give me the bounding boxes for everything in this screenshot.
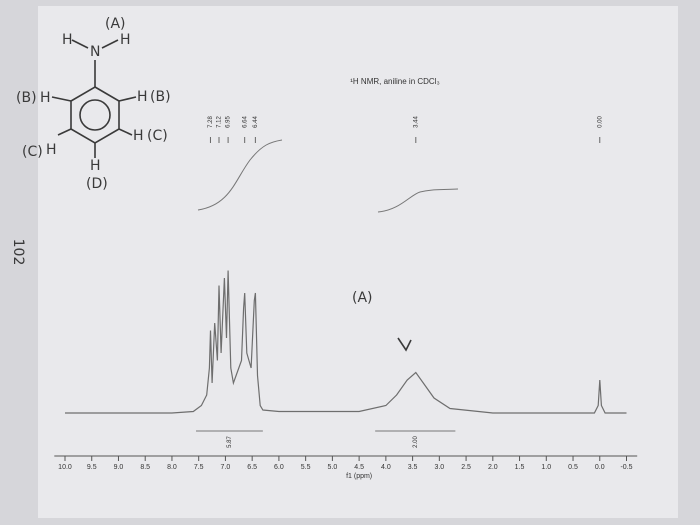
annotation: (C) (147, 128, 168, 144)
x-tick-label: 9.0 (114, 464, 124, 471)
x-tick-label: -0.5 (620, 464, 632, 471)
x-tick-label: 6.5 (247, 464, 257, 471)
peak-label: 6.64 (242, 116, 248, 128)
x-tick-label: 2.5 (461, 464, 471, 471)
annotation: H (137, 89, 148, 105)
annotation: (D) (86, 176, 108, 192)
page-number: 102 (10, 239, 26, 266)
x-tick-label: 4.5 (354, 464, 364, 471)
annotation: (B) (150, 89, 171, 105)
x-tick-label: 7.5 (194, 464, 204, 471)
peak-label: 6.44 (253, 116, 259, 128)
annotation: H (90, 158, 101, 174)
x-tick-label: 1.0 (541, 464, 551, 471)
x-axis-label: f1 (ppm) (346, 473, 372, 480)
chart-title: ¹H NMR, aniline in CDCl₃ (350, 77, 440, 86)
x-tick-label: 0.0 (595, 464, 605, 471)
annotation: (C) (22, 144, 43, 160)
annotation: (B) (16, 90, 37, 106)
annotation: H (46, 142, 57, 158)
x-tick-label: 0.5 (568, 464, 578, 471)
structure (51, 39, 412, 352)
x-tick-label: 7.0 (221, 464, 231, 471)
peak-label: 6.95 (226, 116, 232, 128)
annotation: H (40, 90, 51, 106)
annotation: H (120, 32, 131, 48)
peak-label: 3.44 (413, 116, 419, 128)
annotation: H (62, 32, 73, 48)
peak-label: 7.28 (208, 116, 214, 128)
integral-label: 5.87 (227, 436, 233, 448)
integral-curve (377, 188, 459, 213)
annotation: (A) (352, 290, 373, 306)
x-tick-label: 1.5 (515, 464, 525, 471)
x-tick-label: 5.5 (301, 464, 311, 471)
x-tick-label: 4.0 (381, 464, 391, 471)
annotation: (A) (105, 16, 126, 32)
paper (38, 6, 678, 518)
integral-curve (197, 139, 283, 211)
x-tick-label: 3.5 (408, 464, 418, 471)
x-tick-label: 2.0 (488, 464, 498, 471)
annotation: H (133, 128, 144, 144)
peak-label: 7.12 (217, 116, 223, 128)
x-tick-label: 5.0 (328, 464, 338, 471)
spectrum-line (65, 270, 627, 414)
annotation: N (90, 44, 100, 60)
x-tick-label: 8.5 (140, 464, 150, 471)
integral-label: 2.00 (413, 436, 419, 448)
x-tick-label: 3.0 (434, 464, 444, 471)
x-tick-label: 6.0 (274, 464, 284, 471)
x-tick-label: 9.5 (87, 464, 97, 471)
x-tick-label: 10.0 (58, 464, 72, 471)
x-tick-label: 8.0 (167, 464, 177, 471)
peak-label: 0.00 (597, 116, 603, 128)
